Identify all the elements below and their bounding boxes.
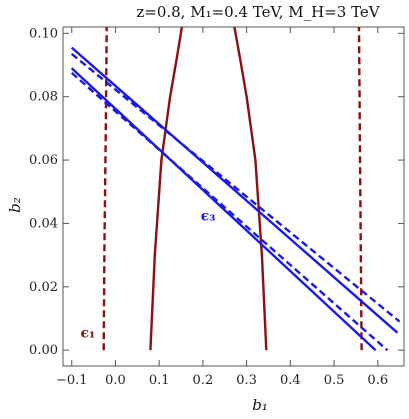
curves [70,26,401,352]
x-tick-label: 0.1 [149,373,170,388]
x-axis: −0.1 0.0 0.1 0.2 0.3 0.4 0.5 0.6 [56,27,388,388]
y-tick-label: 0.08 [29,90,58,105]
y-tick-label: 0.04 [29,216,58,231]
eps1-curve-1 [149,26,184,351]
x-tick-label: 0.6 [367,373,388,388]
annotations: ϵ₁ ϵ₃ [80,208,215,341]
eps1-curve-4 [357,26,363,351]
eps1-curve-3 [102,26,108,351]
chart-title: z=0.8, M₁=0.4 TeV, M_H=3 TeV [136,3,380,21]
y-tick-label: 0.00 [29,343,58,358]
x-tick-label: 0.3 [236,373,257,388]
eps3-curve-8 [70,71,389,352]
eps1-curve-2 [233,26,268,351]
y-axis: 0.00 0.02 0.04 0.06 0.08 0.10 [29,26,404,358]
x-tick-label: 0.2 [193,373,214,388]
x-tick-label: 0.4 [280,373,301,388]
eps3-curve-7 [70,52,401,323]
annotation-2: ϵ₃ [201,208,216,224]
y-tick-label: 0.02 [29,280,58,295]
x-axis-label: b₁ [252,396,268,414]
eps3-curve-6 [70,67,377,352]
y-tick-label: 0.06 [29,153,58,168]
annotation-1: ϵ₁ [80,325,95,341]
x-tick-label: −0.1 [56,373,88,388]
y-axis-label: b₂ [6,197,24,213]
plot-frame [62,26,405,367]
eps3-curve-5 [70,46,399,334]
y-tick-label: 0.10 [29,26,58,41]
x-tick-label: 0.0 [105,373,126,388]
x-tick-label: 0.5 [324,373,345,388]
